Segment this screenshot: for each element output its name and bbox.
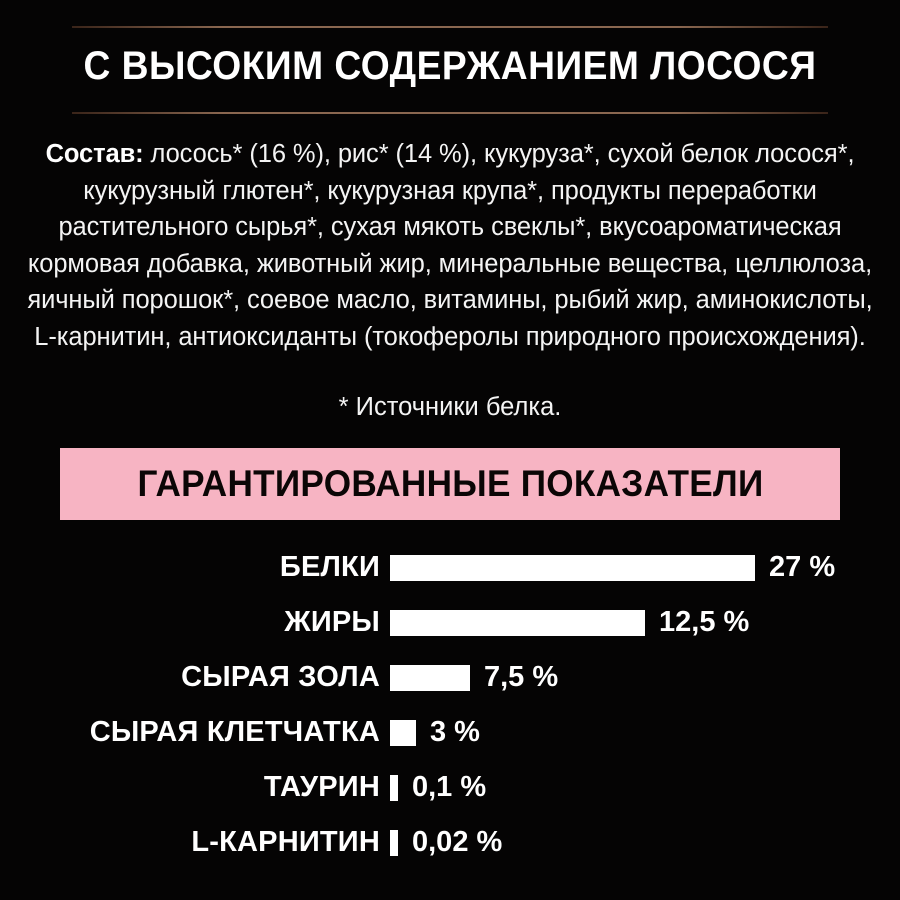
analysis-bar	[390, 719, 416, 746]
analysis-row: L-КАРНИТИН 0,02 %	[0, 815, 900, 870]
analysis-row-label: БЕЛКИ	[279, 551, 380, 583]
analysis-bar-value: 3 %	[430, 716, 480, 748]
analysis-row: СЫРАЯ КЛЕТЧАТКА 3 %	[0, 705, 900, 760]
guaranteed-analysis-rows: БЕЛКИ 27 % ЖИРЫ 12,5 % СЫРАЯ ЗОЛА 7,5 % СЫРАЯ …	[0, 540, 900, 870]
guaranteed-analysis-banner: ГАРАНТИРОВАННЫЕ ПОКАЗАТЕЛИ	[60, 448, 840, 520]
page-title: С ВЫСОКИМ СОДЕРЖАНИЕМ ЛОСОСЯ	[83, 44, 817, 88]
analysis-row: БЕЛКИ 27 %	[0, 540, 900, 595]
guaranteed-analysis-title: ГАРАНТИРОВАННЫЕ ПОКАЗАТЕЛИ	[136, 463, 764, 504]
analysis-row-label: ЖИРЫ	[284, 606, 380, 638]
analysis-bar-wrap: 0,02 %	[390, 826, 502, 859]
analysis-bar	[390, 609, 645, 636]
divider-bottom	[72, 112, 828, 114]
analysis-bar	[390, 829, 398, 856]
composition-paragraph: Состав: лосось* (16 %), рис* (14 %), кук…	[26, 136, 874, 355]
analysis-bar	[390, 664, 470, 691]
analysis-row: ЖИРЫ 12,5 %	[0, 595, 900, 650]
composition-text: лосось* (16 %), рис* (14 %), кукуруза*, …	[27, 140, 873, 351]
analysis-bar	[390, 554, 755, 581]
analysis-bar-wrap: 3 %	[390, 716, 480, 749]
analysis-row: СЫРАЯ ЗОЛА 7,5 %	[0, 650, 900, 705]
analysis-bar-wrap: 7,5 %	[390, 661, 558, 694]
analysis-bar-value: 12,5 %	[659, 606, 750, 638]
analysis-bar-value: 7,5 %	[484, 661, 559, 693]
analysis-bar-value: 0,02 %	[412, 826, 503, 858]
analysis-bar-value: 0,1 %	[412, 771, 487, 803]
analysis-bar-wrap: 27 %	[390, 551, 835, 584]
analysis-bar	[390, 774, 398, 801]
analysis-row-label: СЫРАЯ ЗОЛА	[181, 661, 380, 693]
analysis-row-label: ТАУРИН	[263, 771, 380, 803]
analysis-bar-wrap: 12,5 %	[390, 606, 749, 639]
divider-top	[72, 26, 828, 28]
composition-footnote: * Источники белка.	[338, 393, 562, 421]
analysis-row-label: L-КАРНИТИН	[191, 826, 380, 858]
analysis-bar-value: 27 %	[769, 551, 836, 583]
analysis-row-label: СЫРАЯ КЛЕТЧАТКА	[89, 716, 380, 748]
analysis-row: ТАУРИН 0,1 %	[0, 760, 900, 815]
analysis-bar-wrap: 0,1 %	[390, 771, 486, 804]
composition-label: Состав:	[45, 140, 144, 168]
